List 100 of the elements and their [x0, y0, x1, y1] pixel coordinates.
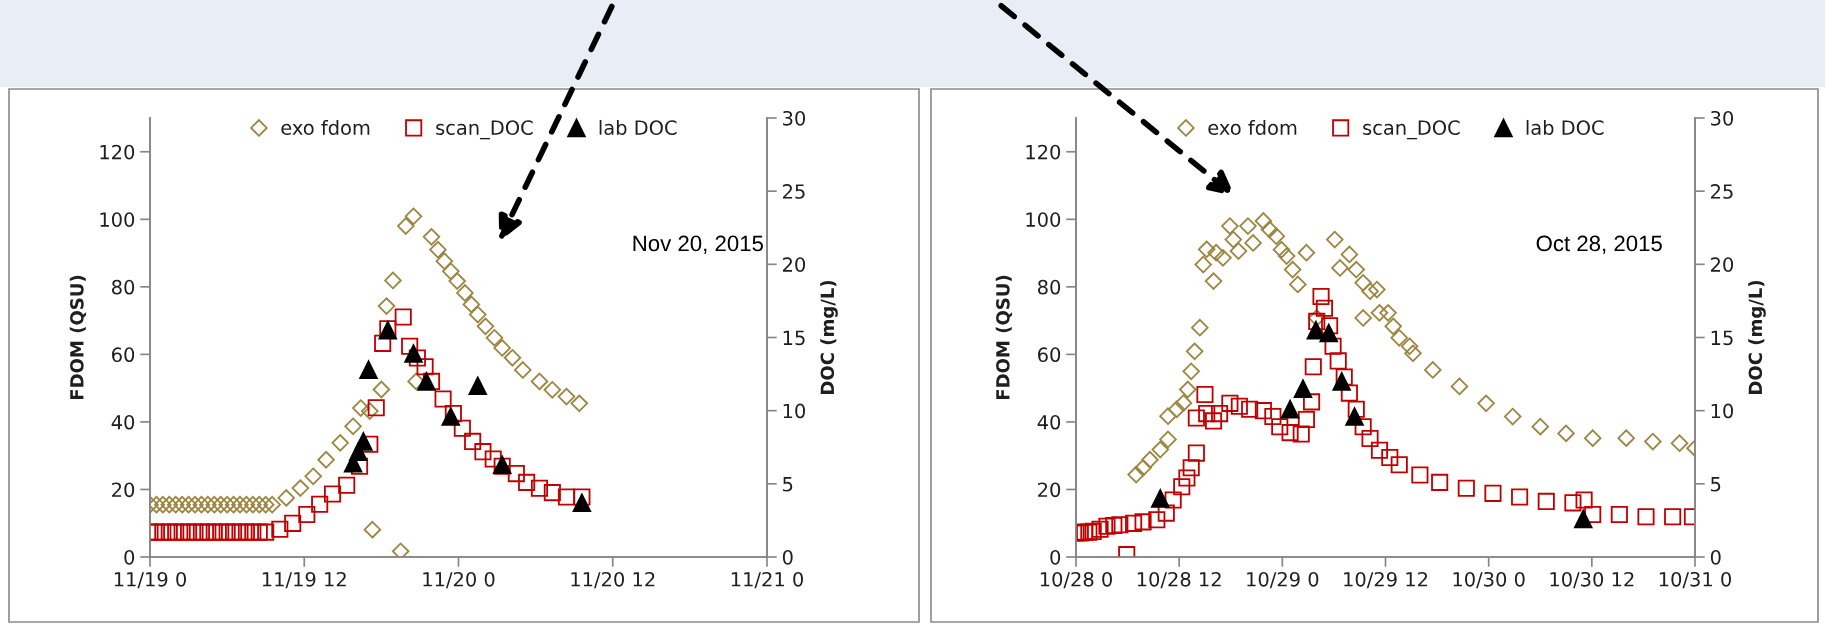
point	[474, 443, 492, 461]
y-tick-label: 0	[1050, 549, 1061, 565]
point	[469, 305, 487, 324]
point	[401, 337, 419, 355]
point	[464, 432, 482, 450]
x-tick-label: 10/31 0	[1659, 571, 1731, 589]
point	[484, 450, 502, 468]
point	[1404, 344, 1422, 363]
point	[1185, 342, 1204, 361]
y-tick-label: 100	[100, 212, 135, 227]
point	[394, 308, 412, 326]
y-tick-label: 20	[112, 482, 135, 498]
point	[218, 495, 236, 514]
point	[317, 450, 335, 469]
y-tick-label: 40	[1037, 414, 1061, 430]
point	[1127, 465, 1145, 484]
point	[1214, 249, 1232, 267]
y2-tick-label: 10	[1711, 403, 1734, 419]
point	[1293, 379, 1313, 398]
point	[384, 271, 402, 290]
legend-label: scan_DOC	[436, 120, 533, 140]
point	[416, 358, 434, 376]
point	[212, 523, 230, 541]
point	[1573, 509, 1593, 529]
point	[434, 390, 452, 408]
point	[1326, 230, 1344, 249]
point	[361, 435, 379, 453]
point	[485, 329, 504, 347]
point	[1477, 394, 1495, 413]
point	[166, 495, 185, 514]
point	[231, 523, 249, 541]
point	[374, 334, 392, 352]
point	[1370, 304, 1389, 322]
point	[543, 484, 561, 502]
point	[1340, 245, 1359, 264]
y-tick-label: 0	[124, 549, 135, 565]
legend-label: lab DOC	[1526, 119, 1604, 135]
point	[199, 523, 217, 541]
point	[1141, 450, 1159, 469]
y-tick-label: 80	[111, 279, 135, 295]
point	[244, 495, 262, 514]
point	[284, 514, 302, 532]
point	[1280, 399, 1300, 419]
y-tick-label: 100	[1026, 212, 1061, 227]
point	[1159, 407, 1177, 425]
point	[1354, 309, 1372, 327]
point	[557, 387, 576, 406]
point	[1244, 234, 1262, 252]
point	[1151, 489, 1170, 508]
point	[1400, 337, 1419, 356]
point	[1277, 247, 1296, 265]
point	[361, 402, 379, 420]
point	[1260, 220, 1279, 239]
point	[1319, 323, 1338, 343]
point	[404, 207, 423, 226]
y-tick-label: 60	[1038, 347, 1061, 363]
point	[1450, 377, 1469, 396]
point	[442, 262, 460, 281]
point	[231, 495, 249, 514]
point	[1272, 240, 1291, 259]
point	[1503, 407, 1522, 426]
point	[493, 339, 511, 357]
point	[476, 317, 495, 336]
point	[1379, 304, 1397, 322]
point	[1159, 430, 1177, 449]
point	[530, 479, 549, 497]
y-axis-title: FDOM (QSU)	[69, 275, 87, 400]
legend-label: exo fdom	[1208, 119, 1297, 135]
y2-tick-label: 5	[1711, 477, 1721, 492]
point	[1670, 434, 1689, 452]
point	[1134, 459, 1152, 477]
point	[250, 495, 269, 514]
point	[1229, 242, 1248, 260]
point	[1174, 394, 1193, 412]
point	[250, 523, 268, 541]
y2-tick-label: 25	[783, 184, 805, 199]
point	[311, 495, 329, 513]
point	[1345, 407, 1364, 426]
point	[160, 523, 178, 541]
point	[211, 495, 230, 514]
point	[1644, 432, 1662, 451]
point	[354, 432, 373, 451]
point	[331, 434, 350, 452]
point	[291, 479, 310, 497]
legend-label: exo fdom	[281, 119, 370, 135]
point	[1390, 329, 1409, 347]
point	[298, 506, 316, 524]
point	[1239, 217, 1257, 235]
point	[1197, 240, 1216, 259]
point	[1283, 260, 1302, 279]
legend-label: lab DOC	[599, 119, 677, 135]
point	[1207, 243, 1225, 262]
point	[271, 520, 289, 538]
point	[543, 381, 562, 399]
point	[180, 523, 198, 541]
x-tick-label: 10/29 0	[1247, 571, 1319, 589]
point	[179, 495, 198, 514]
y2-tick-label: 0	[1710, 549, 1721, 565]
x-tick-label: 10/28 0	[1040, 571, 1112, 589]
x-tick-label: 10/30 0	[1453, 571, 1525, 589]
